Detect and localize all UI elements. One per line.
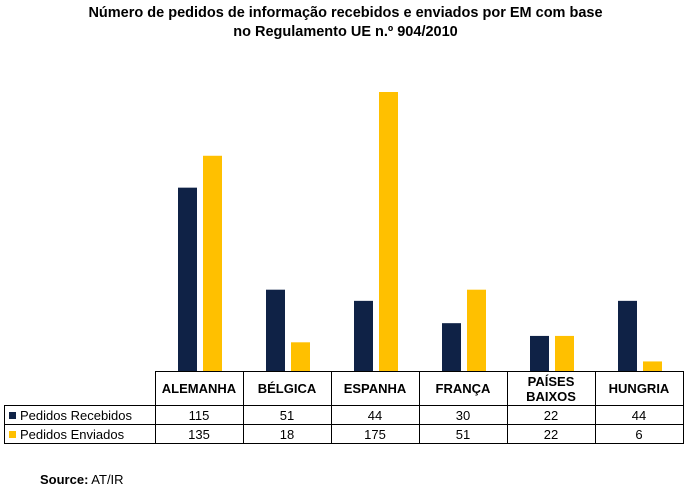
series-row-pedidos-enviados: Pedidos Enviados 135 18 175 51 22 6 (4, 424, 684, 444)
series-name-label: Pedidos Recebidos (20, 407, 133, 423)
data-value-pedidos-enviados-paises-baixos: 22 (506, 424, 596, 444)
chart-title-line-1: Número de pedidos de informação recebido… (88, 5, 603, 21)
category-label-belgica: BÉLGICA (242, 371, 332, 406)
category-label-line: PAÍSES (527, 373, 575, 389)
data-value-pedidos-recebidos-espanha: 44 (330, 405, 420, 425)
bar-pedidos-enviados-franca (467, 289, 486, 371)
bar-pedidos-enviados-belgica (291, 342, 310, 371)
category-label-espanha: ESPANHA (330, 371, 420, 406)
bar-pedidos-recebidos-franca (442, 323, 461, 371)
data-value-pedidos-recebidos-hungria: 44 (594, 405, 684, 425)
bar-pedidos-recebidos-alemanha (178, 187, 197, 371)
category-label-alemanha: ALEMANHA (154, 371, 244, 406)
category-label-line: BÉLGICA (257, 381, 317, 396)
data-value-pedidos-enviados-franca: 51 (418, 424, 508, 444)
chart-title-line-2: no Regulamento UE n.º 904/2010 (233, 24, 458, 40)
category-label-line: ESPANHA (343, 381, 407, 396)
data-value-pedidos-enviados-belgica: 18 (242, 424, 332, 444)
category-label-line: FRANÇA (435, 381, 491, 396)
bar-pedidos-recebidos-espanha (354, 300, 373, 371)
bar-pedidos-enviados-alemanha (203, 155, 222, 371)
legend-key-swatch (9, 411, 16, 419)
category-header-row: ALEMANHA BÉLGICA ESPANHA FRANÇA PAÍSES BAIXOS… (5, 371, 684, 406)
category-label-line: BAIXOS (526, 388, 576, 404)
data-table: ALEMANHA BÉLGICA ESPANHA FRANÇA PAÍSES BAIXOS… (4, 371, 684, 444)
bar-pedidos-enviados-espanha (379, 92, 398, 371)
data-value-pedidos-enviados-espanha: 175 (330, 424, 420, 444)
source-label: Source: (40, 472, 89, 487)
bar-pedidos-recebidos-paises-baixos (530, 335, 549, 371)
data-value-pedidos-recebidos-paises-baixos: 22 (506, 405, 596, 425)
category-label-paises-baixos: PAÍSES BAIXOS (506, 371, 596, 406)
category-label-franca: FRANÇA (418, 371, 508, 406)
series-legend-cell: Pedidos Recebidos (4, 405, 156, 425)
bar-pedidos-recebidos-hungria (618, 300, 637, 371)
data-value-pedidos-recebidos-alemanha: 115 (154, 405, 244, 425)
data-value-pedidos-recebidos-belgica: 51 (242, 405, 332, 425)
chart-title: Número de pedidos de informação recebido… (0, 4, 691, 42)
source-value: AT/IR (88, 472, 124, 487)
data-value-pedidos-enviados-hungria: 6 (594, 424, 684, 444)
bar-pedidos-enviados-paises-baixos (555, 335, 574, 371)
category-label-line: ALEMANHA (161, 381, 237, 396)
category-label-line: HUNGRIA (608, 381, 670, 396)
blank-corner-cell (5, 372, 156, 406)
series-name-label: Pedidos Enviados (20, 426, 125, 442)
data-value-pedidos-recebidos-franca: 30 (418, 405, 508, 425)
data-value-pedidos-enviados-alemanha: 135 (154, 424, 244, 444)
legend-key-swatch (9, 430, 16, 438)
bar-pedidos-recebidos-belgica (266, 289, 285, 371)
category-label-hungria: HUNGRIA (594, 371, 684, 406)
bar-pedidos-enviados-hungria (643, 361, 662, 371)
series-legend-cell: Pedidos Enviados (4, 424, 156, 444)
series-row-pedidos-recebidos: Pedidos Recebidos 115 51 44 30 22 44 (4, 405, 684, 425)
source-note: Source: AT/IR (40, 472, 124, 487)
